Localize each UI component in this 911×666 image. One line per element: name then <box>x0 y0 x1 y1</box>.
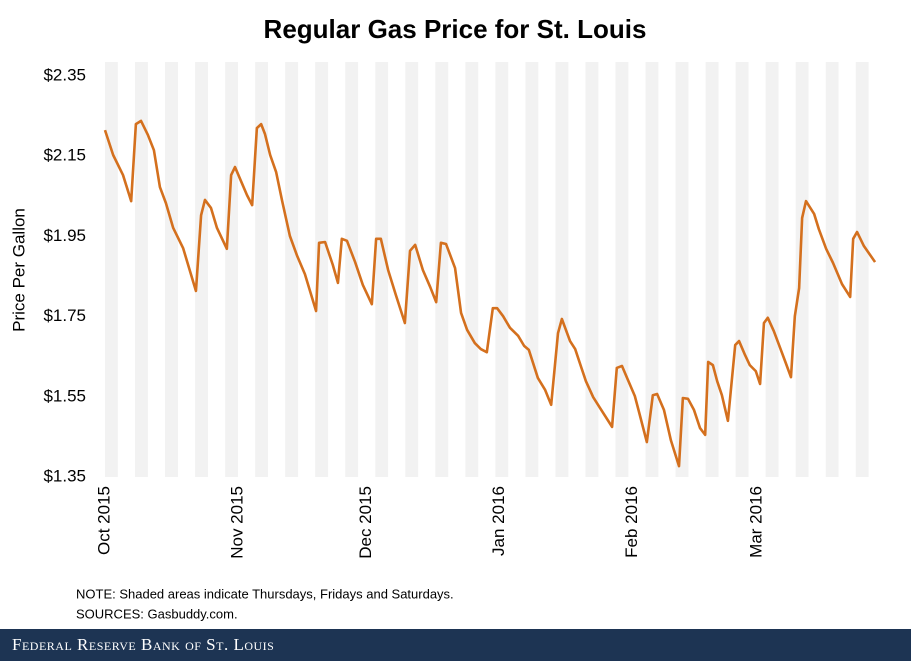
x-tick-label: Mar 2016 <box>747 486 766 558</box>
y-axis-label: Price Per Gallon <box>9 208 28 332</box>
x-tick-label: Dec 2015 <box>356 486 375 559</box>
weekend-band <box>255 62 269 477</box>
weekend-band <box>495 62 509 477</box>
weekend-band <box>765 62 779 477</box>
weekend-band <box>165 62 178 477</box>
weekend-band <box>105 62 118 477</box>
weekend-band <box>525 62 539 477</box>
x-tick-label: Nov 2015 <box>227 486 246 559</box>
weekend-band <box>195 62 208 477</box>
price-line <box>103 119 877 468</box>
weekend-band <box>465 62 479 477</box>
x-tick-label: Jan 2016 <box>489 486 508 556</box>
weekend-band <box>585 62 599 477</box>
y-tick-label: $1.35 <box>43 466 86 485</box>
weekend-band <box>795 62 809 477</box>
weekend-band <box>615 62 629 477</box>
weekend-band <box>555 62 569 477</box>
y-tick-label: $2.15 <box>43 146 86 165</box>
chart-title: Regular Gas Price for St. Louis <box>264 14 647 44</box>
weekend-band <box>345 62 359 477</box>
sources: SOURCES: Gasbuddy.com. <box>76 606 238 621</box>
x-tick-label: Oct 2015 <box>94 486 113 555</box>
y-tick-label: $2.35 <box>43 65 86 84</box>
weekend-band <box>135 62 148 477</box>
weekend-band <box>735 62 749 477</box>
shaded-days <box>105 62 869 477</box>
y-tick-label: $1.75 <box>43 306 86 325</box>
weekend-band <box>645 62 659 477</box>
weekend-band <box>225 62 238 477</box>
weekend-band <box>375 62 389 477</box>
weekend-band <box>825 62 839 477</box>
footer-bar <box>0 629 911 661</box>
weekend-band <box>675 62 689 477</box>
weekend-band <box>855 62 869 477</box>
weekend-band <box>285 62 299 477</box>
x-tick-label: Feb 2016 <box>622 486 641 558</box>
weekend-band <box>705 62 719 477</box>
note: NOTE: Shaded areas indicate Thursdays, F… <box>76 586 454 601</box>
weekend-band <box>315 62 329 477</box>
y-tick-label: $1.55 <box>43 386 86 405</box>
footer-text: Federal Reserve Bank of St. Louis <box>12 635 274 654</box>
y-tick-label: $1.95 <box>43 226 86 245</box>
weekend-band <box>435 62 449 477</box>
weekend-band <box>405 62 419 477</box>
